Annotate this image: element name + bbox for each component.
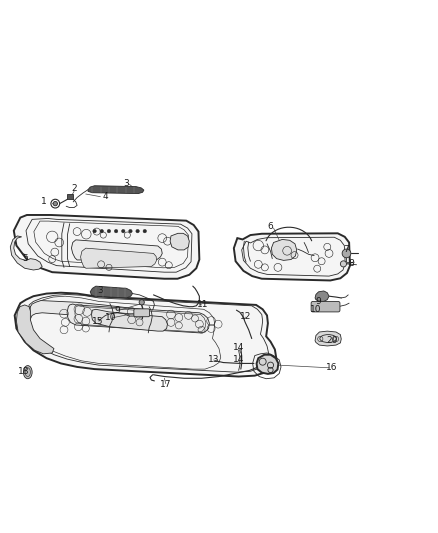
Circle shape (121, 229, 125, 233)
FancyBboxPatch shape (67, 193, 73, 199)
Text: 3: 3 (124, 179, 129, 188)
Circle shape (139, 300, 145, 305)
Circle shape (53, 201, 57, 206)
Polygon shape (16, 305, 54, 354)
Text: 17: 17 (160, 380, 172, 389)
Polygon shape (14, 293, 277, 376)
Polygon shape (71, 240, 162, 260)
Text: 18: 18 (18, 367, 29, 376)
Circle shape (114, 229, 118, 233)
Ellipse shape (23, 366, 32, 379)
Text: 14: 14 (233, 343, 244, 352)
FancyBboxPatch shape (311, 302, 340, 312)
Polygon shape (11, 236, 42, 270)
Polygon shape (14, 215, 199, 279)
Circle shape (93, 229, 96, 233)
Polygon shape (315, 331, 341, 346)
Polygon shape (90, 286, 133, 298)
Text: 5: 5 (22, 254, 28, 263)
Circle shape (100, 229, 103, 233)
Text: 4: 4 (102, 192, 108, 201)
Text: 9: 9 (115, 305, 120, 314)
Text: 11: 11 (197, 301, 208, 310)
Polygon shape (81, 248, 156, 268)
Polygon shape (92, 309, 167, 331)
FancyBboxPatch shape (134, 309, 150, 317)
Text: 7: 7 (344, 245, 350, 254)
Text: 2: 2 (71, 184, 77, 193)
Polygon shape (257, 354, 279, 374)
Text: 10: 10 (105, 313, 117, 322)
Polygon shape (234, 233, 350, 280)
Circle shape (129, 229, 132, 233)
Text: 20: 20 (326, 336, 337, 345)
Circle shape (143, 229, 147, 233)
Polygon shape (88, 185, 144, 193)
Polygon shape (272, 239, 297, 261)
Text: 10: 10 (310, 305, 321, 314)
Text: 13: 13 (208, 356, 219, 365)
Polygon shape (170, 233, 189, 250)
Circle shape (342, 249, 351, 258)
Text: 12: 12 (240, 312, 252, 321)
Text: 1: 1 (41, 197, 46, 206)
Text: 15: 15 (92, 317, 103, 326)
Circle shape (136, 229, 139, 233)
Text: 16: 16 (326, 364, 337, 372)
Text: 8: 8 (348, 259, 354, 268)
Text: 9: 9 (316, 297, 321, 306)
Polygon shape (67, 304, 209, 333)
Circle shape (107, 229, 111, 233)
Text: 3: 3 (97, 286, 103, 295)
Polygon shape (315, 291, 329, 302)
Text: 14: 14 (233, 356, 244, 365)
Circle shape (340, 261, 346, 267)
Text: 6: 6 (268, 222, 273, 231)
Polygon shape (29, 301, 206, 331)
